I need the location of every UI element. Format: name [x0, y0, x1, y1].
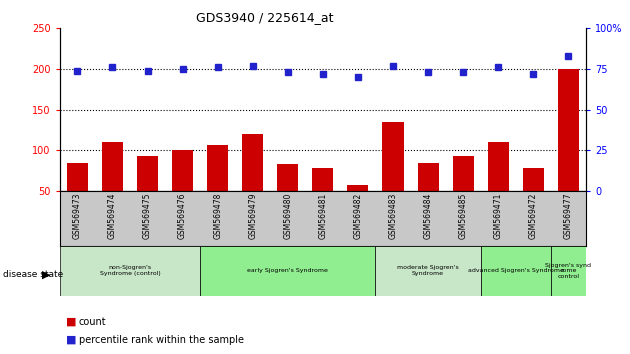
Text: count: count	[79, 317, 106, 327]
Bar	[347, 185, 369, 232]
Bar	[137, 156, 158, 232]
Text: GSM569476: GSM569476	[178, 193, 187, 239]
Text: advanced Sjogren's Syndrome: advanced Sjogren's Syndrome	[468, 268, 564, 273]
Text: GSM569475: GSM569475	[143, 193, 152, 239]
Text: GSM569484: GSM569484	[423, 193, 433, 239]
Text: moderate Sjogren's
Syndrome: moderate Sjogren's Syndrome	[397, 266, 459, 276]
Text: GSM569472: GSM569472	[529, 193, 538, 239]
Bar	[488, 142, 509, 232]
Bar	[452, 156, 474, 232]
Bar	[67, 163, 88, 232]
Text: percentile rank within the sample: percentile rank within the sample	[79, 335, 244, 345]
Text: GSM569481: GSM569481	[318, 193, 328, 239]
Bar	[102, 142, 123, 232]
Bar	[523, 169, 544, 232]
FancyBboxPatch shape	[60, 246, 200, 296]
FancyBboxPatch shape	[481, 246, 551, 296]
Text: GSM569480: GSM569480	[284, 193, 292, 239]
Bar	[172, 150, 193, 232]
Text: Sjogren's synd
rome
control: Sjogren's synd rome control	[546, 263, 592, 279]
Text: non-Sjogren's
Syndrome (control): non-Sjogren's Syndrome (control)	[100, 266, 161, 276]
Text: GSM569482: GSM569482	[353, 193, 362, 239]
Text: disease state: disease state	[3, 270, 64, 279]
Text: ■: ■	[66, 335, 77, 345]
Text: GSM569473: GSM569473	[73, 193, 82, 239]
Bar	[312, 169, 333, 232]
Text: GDS3940 / 225614_at: GDS3940 / 225614_at	[196, 11, 333, 24]
Text: GSM569478: GSM569478	[213, 193, 222, 239]
FancyBboxPatch shape	[200, 246, 375, 296]
Bar	[242, 134, 263, 232]
Text: ■: ■	[66, 317, 77, 327]
Bar	[382, 122, 404, 232]
Bar	[207, 145, 228, 232]
Text: ▶: ▶	[42, 269, 50, 279]
FancyBboxPatch shape	[551, 246, 586, 296]
Text: GSM569471: GSM569471	[494, 193, 503, 239]
Text: early Sjogren's Syndrome: early Sjogren's Syndrome	[248, 268, 328, 273]
Text: GSM569479: GSM569479	[248, 193, 257, 239]
Bar	[558, 69, 579, 232]
Text: GSM569485: GSM569485	[459, 193, 467, 239]
Bar	[277, 164, 299, 232]
Bar	[418, 163, 438, 232]
Text: GSM569477: GSM569477	[564, 193, 573, 239]
Text: GSM569474: GSM569474	[108, 193, 117, 239]
FancyBboxPatch shape	[375, 246, 481, 296]
Text: GSM569483: GSM569483	[389, 193, 398, 239]
